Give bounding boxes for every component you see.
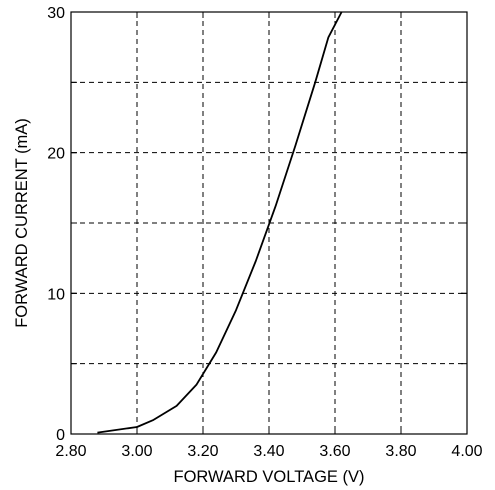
y-tick-label: 20 (47, 146, 65, 163)
x-tick-labels: 2.80 3.00 3.20 3.40 3.60 3.80 4.00 (55, 443, 482, 460)
plot-series (97, 11, 343, 434)
y-tick-label: 0 (56, 427, 65, 444)
x-tick-label: 3.40 (253, 443, 284, 460)
plot-frame (70, 11, 468, 435)
x-tick-label: 3.00 (121, 443, 152, 460)
y-tick-labels: 0 10 20 30 (47, 5, 65, 444)
x-tick-label: 4.00 (451, 443, 482, 460)
y-tick-label: 30 (47, 5, 65, 22)
y-axis-title: FORWARD CURRENT (mA) (13, 118, 31, 328)
x-tick-label: 3.60 (319, 443, 350, 460)
x-tick-label: 2.80 (55, 443, 86, 460)
y-tick-label: 10 (47, 286, 65, 303)
series-line (97, 11, 343, 434)
x-axis-title: FORWARD VOLTAGE (V) (174, 468, 365, 486)
x-tick-label: 3.20 (187, 443, 218, 460)
x-tick-label: 3.80 (385, 443, 416, 460)
